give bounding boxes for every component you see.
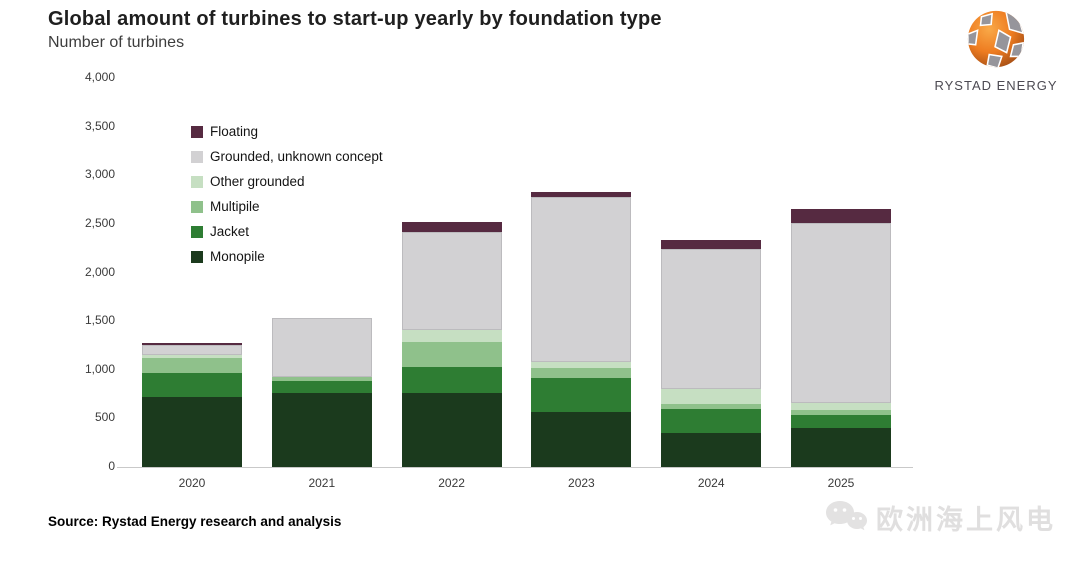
- bar-segment-grounded-unknown-concept: [791, 222, 891, 404]
- bar-segment-jacket: [661, 408, 762, 433]
- legend-label: Grounded, unknown concept: [210, 149, 383, 164]
- x-axis-tick-label: 2023: [568, 476, 595, 490]
- bar-segment-jacket: [401, 366, 502, 394]
- stacked-bar-2024: [661, 239, 762, 467]
- legend-item-jacket: Jacket: [191, 219, 383, 244]
- watermark-text: 欧洲海上风电: [876, 505, 1056, 535]
- bar-segment-floating: [791, 208, 891, 223]
- chart-title: Global amount of turbines to start-up ye…: [48, 8, 662, 30]
- bar-segment-monopile: [791, 428, 891, 467]
- bar-segment-multipile: [401, 341, 502, 367]
- y-axis-tick-label: 4,000: [84, 70, 115, 84]
- bar-segment-monopile: [661, 432, 762, 467]
- bar-segment-multipile: [661, 403, 762, 409]
- x-axis-line: [117, 467, 913, 468]
- watermark: 欧洲海上风电: [824, 498, 1056, 537]
- bar-segment-other-grounded: [401, 329, 502, 342]
- rystad-energy-logo: RYSTAD ENERGY: [926, 8, 1066, 93]
- bar-segment-grounded-unknown-concept: [531, 196, 632, 363]
- legend-item-floating: Floating: [191, 119, 383, 144]
- bar-segment-multipile: [142, 358, 242, 373]
- legend-label: Monopile: [210, 249, 265, 264]
- stacked-bar-2020: [142, 342, 242, 467]
- y-axis-tick-label: 500: [94, 410, 115, 425]
- bar-segment-jacket: [531, 377, 632, 412]
- bar-segment-grounded-unknown-concept: [661, 248, 762, 390]
- legend-swatch-icon: [191, 250, 203, 263]
- bar-segment-grounded-unknown-concept: [142, 344, 242, 356]
- legend-item-other-grounded: Other grounded: [191, 169, 383, 194]
- bar-segment-grounded-unknown-concept: [401, 231, 502, 330]
- legend-item-grounded-unknown-concept: Grounded, unknown concept: [191, 144, 383, 169]
- y-axis-tick-label: 1,500: [84, 313, 115, 328]
- legend-label: Floating: [210, 124, 259, 139]
- bar-segment-monopile: [142, 396, 242, 467]
- legend-swatch-icon: [191, 175, 203, 188]
- logo-text: RYSTAD ENERGY: [934, 78, 1058, 93]
- bar-segment-jacket: [142, 372, 242, 397]
- source-note: Source: Rystad Energy research and analy…: [48, 514, 342, 529]
- bar-segment-multipile: [531, 367, 632, 378]
- legend-label: Multipile: [210, 199, 260, 214]
- bar-segment-jacket: [791, 415, 891, 429]
- legend-swatch-icon: [191, 225, 203, 238]
- bar-segment-multipile: [271, 376, 372, 382]
- wechat-icon: [826, 500, 867, 530]
- bar-segment-floating: [531, 191, 632, 197]
- y-axis-tick-label: 0: [108, 459, 115, 473]
- legend-item-multipile: Multipile: [191, 194, 383, 219]
- bar-segment-floating: [142, 342, 242, 345]
- y-axis-tick-label: 1,000: [84, 361, 115, 376]
- chart-legend: Floating Grounded, unknown concept Other g…: [191, 119, 383, 269]
- y-axis-tick-label: 3,500: [84, 118, 115, 133]
- bar-segment-monopile: [271, 393, 372, 467]
- stacked-bar-2022: [401, 221, 502, 467]
- legend-swatch-icon: [191, 150, 203, 163]
- bar-segment-multipile: [791, 409, 891, 416]
- legend-label: Jacket: [210, 224, 250, 239]
- stacked-bar-2025: [791, 208, 891, 467]
- bar-segment-other-grounded: [142, 355, 242, 359]
- bar-segment-monopile: [531, 411, 632, 467]
- legend-swatch-icon: [191, 200, 203, 213]
- stacked-bar-2023: [531, 191, 632, 467]
- chart-plot-area: [125, 78, 905, 467]
- x-axis-tick-label: 2024: [697, 476, 725, 490]
- bar-segment-grounded-unknown-concept: [271, 318, 372, 377]
- x-axis-tick-label: 2025: [827, 476, 855, 490]
- bar-segment-floating: [401, 221, 502, 232]
- globe-icon: [967, 10, 1025, 68]
- stacked-bar-2021: [271, 318, 372, 467]
- x-axis-tick-label: 2022: [438, 476, 465, 490]
- y-axis-tick-label: 3,000: [84, 167, 115, 182]
- legend-swatch-icon: [191, 125, 203, 138]
- bar-segment-floating: [661, 239, 762, 249]
- y-axis-tick-label: 2,500: [84, 215, 115, 230]
- bar-segment-other-grounded: [661, 389, 762, 404]
- legend-label: Other grounded: [210, 174, 305, 189]
- bar-segment-other-grounded: [531, 362, 632, 368]
- x-axis-tick-label: 2020: [178, 476, 206, 490]
- legend-item-monopile: Monopile: [191, 244, 383, 269]
- bar-segment-jacket: [271, 381, 372, 394]
- chart-subtitle: Number of turbines: [48, 34, 185, 51]
- x-axis-tick-label: 2021: [308, 476, 336, 490]
- y-axis-tick-label: 2,000: [84, 264, 115, 279]
- bar-segment-monopile: [401, 393, 502, 467]
- bar-segment-other-grounded: [791, 403, 891, 410]
